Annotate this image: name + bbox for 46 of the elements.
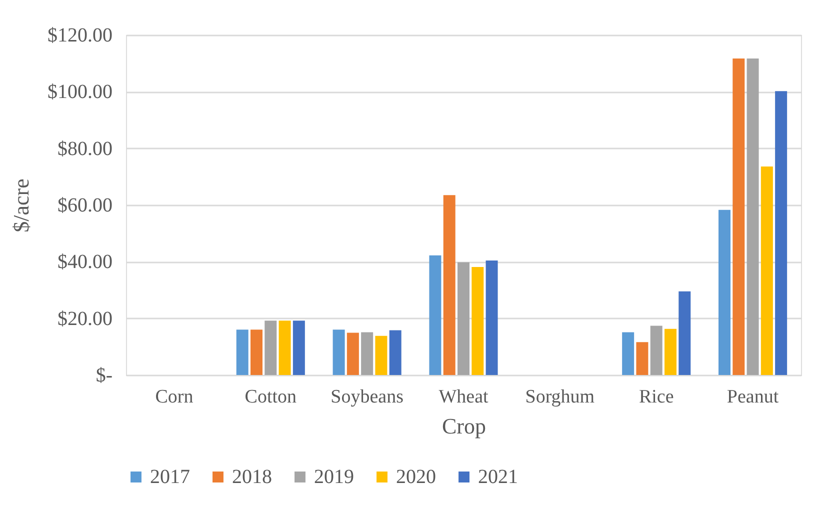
y-axis-title: $/acre (8, 178, 34, 232)
bar (236, 330, 248, 375)
x-tick-label: Peanut (726, 386, 780, 408)
bar (664, 328, 676, 375)
x-tick-label: Corn (155, 386, 194, 408)
bar (486, 260, 498, 375)
y-tick-label: $- (96, 364, 112, 386)
bar (472, 267, 484, 375)
legend-label: 2019 (314, 466, 354, 488)
bar (458, 262, 470, 375)
y-tick-label: $60.00 (58, 194, 112, 216)
bar (264, 320, 277, 375)
bar (429, 255, 442, 375)
x-tick-label: Wheat (438, 386, 490, 408)
bar (346, 332, 359, 375)
x-tick-label: Rice (638, 386, 674, 408)
bar (760, 166, 773, 375)
x-axis-title: Crop (442, 414, 486, 438)
x-tick-label: Cotton (244, 386, 298, 408)
bar (718, 210, 731, 375)
legend-label: 2018 (232, 466, 272, 488)
bar (443, 195, 456, 375)
y-tick-label: $80.00 (58, 138, 112, 160)
bar (375, 336, 388, 375)
bar (278, 320, 291, 375)
bar (292, 320, 305, 375)
x-tick-label: Sorghum (525, 386, 595, 408)
bar (389, 330, 402, 375)
bar (250, 330, 263, 375)
y-tick-label: $40.00 (58, 251, 112, 274)
bar (361, 332, 374, 375)
bar (746, 58, 759, 375)
legend-label: 2017 (150, 466, 190, 488)
bar (678, 291, 691, 375)
legend-label: 2021 (478, 466, 518, 488)
y-tick-label: $100.00 (48, 81, 112, 104)
bar (650, 326, 662, 375)
legend-label: 2020 (396, 466, 436, 488)
y-tick-label: $120.00 (48, 24, 112, 46)
bar (332, 330, 345, 375)
bar (775, 91, 788, 375)
bar (622, 332, 634, 375)
bar (732, 58, 745, 375)
y-tick-label: $20.00 (58, 308, 112, 330)
x-tick-label: Soybeans (330, 386, 404, 408)
bar (636, 342, 648, 375)
